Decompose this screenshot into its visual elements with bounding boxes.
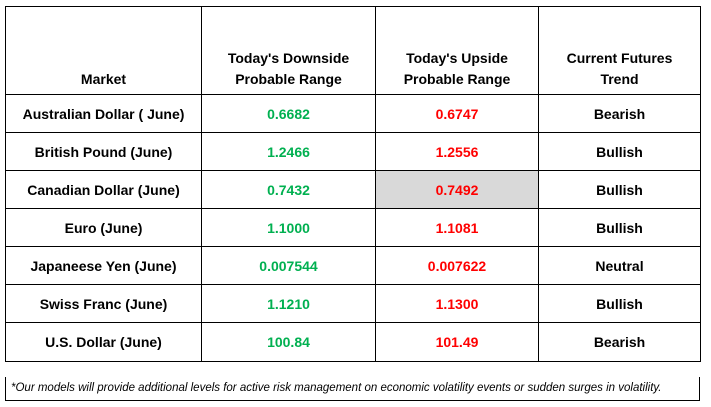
market-cell: British Pound (June) bbox=[5, 132, 202, 171]
trend-cell: Bearish bbox=[538, 94, 701, 133]
market-cell: Euro (June) bbox=[5, 208, 202, 247]
upside-cell: 0.6747 bbox=[375, 94, 539, 133]
table-row: Euro (June) 1.1000 1.1081 Bullish bbox=[5, 208, 701, 247]
market-cell: U.S. Dollar (June) bbox=[5, 322, 202, 362]
downside-cell: 0.6682 bbox=[201, 94, 376, 133]
header-market: Market bbox=[5, 6, 202, 95]
upside-cell: 1.2556 bbox=[375, 132, 539, 171]
downside-cell: 1.2466 bbox=[201, 132, 376, 171]
header-upside: Today's Upside Probable Range bbox=[375, 6, 539, 95]
table-row: Canadian Dollar (June) 0.7432 0.7492 Bul… bbox=[5, 170, 701, 209]
downside-cell: 1.1000 bbox=[201, 208, 376, 247]
table-row: Swiss Franc (June) 1.1210 1.1300 Bullish bbox=[5, 284, 701, 323]
upside-cell-highlighted: 0.7492 bbox=[375, 170, 539, 209]
table-row: Australian Dollar ( June) 0.6682 0.6747 … bbox=[5, 94, 701, 133]
table-row: British Pound (June) 1.2466 1.2556 Bulli… bbox=[5, 132, 701, 171]
downside-cell: 0.7432 bbox=[201, 170, 376, 209]
upside-cell: 1.1081 bbox=[375, 208, 539, 247]
table-header-row: Market Today's Downside Probable Range To… bbox=[5, 6, 701, 95]
trend-cell: Bullish bbox=[538, 284, 701, 323]
upside-cell: 0.007622 bbox=[375, 246, 539, 285]
footnote-box: *Our models will provide additional leve… bbox=[5, 377, 700, 401]
header-trend: Current Futures Trend bbox=[538, 6, 701, 95]
market-cell: Swiss Franc (June) bbox=[5, 284, 202, 323]
footnote-text: *Our models will provide additional leve… bbox=[11, 382, 662, 394]
trend-cell: Neutral bbox=[538, 246, 701, 285]
header-downside: Today's Downside Probable Range bbox=[201, 6, 376, 95]
trend-cell: Bullish bbox=[538, 170, 701, 209]
trend-cell: Bearish bbox=[538, 322, 701, 362]
market-cell: Canadian Dollar (June) bbox=[5, 170, 202, 209]
table-row: Japaneese Yen (June) 0.007544 0.007622 N… bbox=[5, 246, 701, 285]
market-cell: Australian Dollar ( June) bbox=[5, 94, 202, 133]
downside-cell: 1.1210 bbox=[201, 284, 376, 323]
downside-cell: 0.007544 bbox=[201, 246, 376, 285]
trend-cell: Bullish bbox=[538, 132, 701, 171]
trend-cell: Bullish bbox=[538, 208, 701, 247]
table-row: U.S. Dollar (June) 100.84 101.49 Bearish bbox=[5, 322, 701, 362]
market-cell: Japaneese Yen (June) bbox=[5, 246, 202, 285]
upside-cell: 1.1300 bbox=[375, 284, 539, 323]
probable-range-table: Market Today's Downside Probable Range To… bbox=[5, 6, 701, 362]
downside-cell: 100.84 bbox=[201, 322, 376, 362]
upside-cell: 101.49 bbox=[375, 322, 539, 362]
